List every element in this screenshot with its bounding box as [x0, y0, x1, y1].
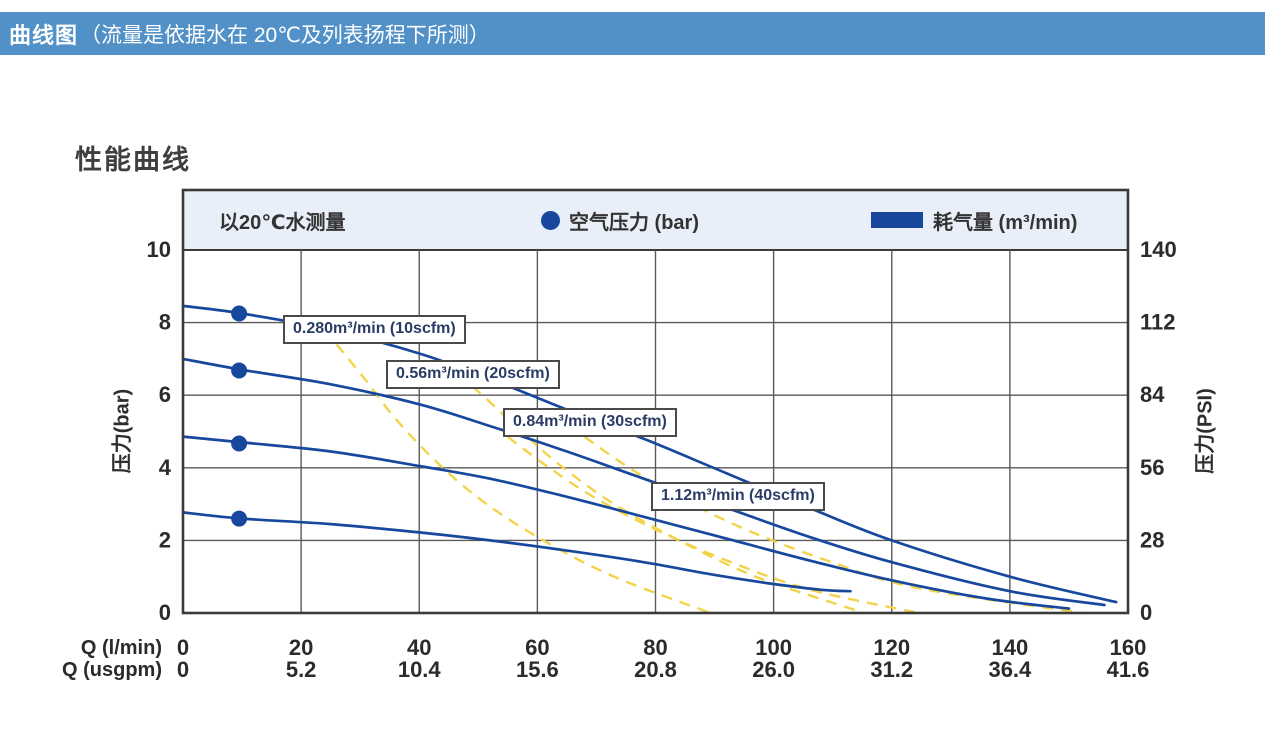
y-tick-right: 28: [1140, 527, 1164, 552]
x-tick-lmin: 0: [177, 635, 189, 660]
air-pressure-marker: [231, 362, 248, 379]
x-tick-lmin: 140: [992, 635, 1029, 660]
chart-legend: 以20℃水测量 空气压力 (bar) 耗气量 (m³/min): [183, 190, 1128, 250]
y-tick-right: 56: [1140, 455, 1164, 480]
x-tick-lmin: 60: [525, 635, 549, 660]
x-axis-secondary-name: Q (usgpm): [62, 659, 162, 681]
x-tick-lmin: 100: [755, 635, 792, 660]
x-tick-usgpm: 36.4: [988, 657, 1032, 682]
x-tick-lmin: 80: [643, 635, 667, 660]
legend-note: 以20℃水测量: [219, 190, 345, 250]
x-tick-usgpm: 31.2: [870, 657, 913, 682]
curve-callout-40scfm: 1.12m³/min (40scfm): [651, 482, 825, 511]
curve-consumption-0.84: [507, 435, 916, 614]
curve-air-pressure-8.4bar: [181, 304, 1118, 604]
air-pressure-dot-icon: [541, 210, 560, 230]
y-tick-left: 2: [159, 527, 171, 552]
x-tick-usgpm: 15.6: [516, 657, 559, 682]
plot-border: [181, 188, 1130, 615]
y-tick-left: 10: [147, 237, 171, 262]
header-title: 曲线图: [9, 22, 79, 48]
curve-consumption-0.280: [335, 343, 710, 614]
air-consumption-swatch-icon: [871, 212, 923, 228]
curve-air-pressure-7bar: [181, 357, 1106, 607]
y-tick-left: 6: [159, 382, 171, 407]
legend-air-consumption-text: 耗气量 (m³/min): [933, 211, 1078, 234]
curve-callout-30scfm: 0.84m³/min (30scfm): [503, 408, 677, 437]
x-tick-usgpm: 41.6: [1107, 657, 1150, 682]
curve-air-pressure-4.9bar: [181, 435, 1071, 610]
y-tick-right: 0: [1140, 600, 1152, 625]
x-axis-primary-name: Q (l/min): [80, 637, 162, 659]
legend-note-text: 以20℃水测量: [219, 211, 346, 234]
curve-callout-10scfm: 0.280m³/min (10scfm): [283, 315, 466, 344]
legend-air-consumption: 耗气量 (m³/min): [871, 190, 1077, 250]
curve-consumption-1.12: [583, 435, 1081, 614]
x-tick-lmin: 160: [1110, 635, 1147, 660]
y-tick-left: 4: [159, 455, 172, 480]
x-tick-lmin: 120: [873, 635, 910, 660]
x-tick-usgpm: 10.4: [398, 657, 442, 682]
y-tick-left: 0: [159, 600, 171, 625]
y-tick-right: 140: [1140, 237, 1177, 262]
x-tick-usgpm: 20.8: [634, 657, 677, 682]
curve-callout-20scfm: 0.56m³/min (20scfm): [386, 360, 560, 389]
curve-consumption-0.56: [442, 361, 863, 614]
air-pressure-marker: [231, 305, 248, 322]
y-tick-right: 84: [1140, 382, 1165, 407]
legend-air-pressure-text: 空气压力 (bar): [569, 211, 699, 234]
curve-air-pressure-2.8bar: [181, 511, 852, 593]
air-pressure-marker: [231, 435, 248, 452]
legend-air-pressure: 空气压力 (bar): [541, 190, 699, 250]
y-tick-right: 112: [1140, 310, 1176, 335]
y-tick-left: 8: [159, 310, 171, 335]
section-title: 性能曲线: [75, 145, 191, 175]
x-tick-lmin: 40: [407, 635, 431, 660]
x-tick-lmin: 20: [289, 635, 313, 660]
x-tick-usgpm: 0: [177, 657, 189, 682]
air-pressure-marker: [231, 510, 248, 527]
header-subtitle: （流量是依据水在 20℃及列表扬程下所测）: [80, 23, 490, 47]
x-tick-usgpm: 5.2: [286, 657, 317, 682]
y-axis-left-title: 压力(bar): [111, 388, 134, 474]
y-axis-right-title: 压力(PSI): [1194, 388, 1217, 474]
page-header-bar: 曲线图 （流量是依据水在 20℃及列表扬程下所测）: [0, 12, 1265, 55]
x-tick-usgpm: 26.0: [752, 657, 795, 682]
